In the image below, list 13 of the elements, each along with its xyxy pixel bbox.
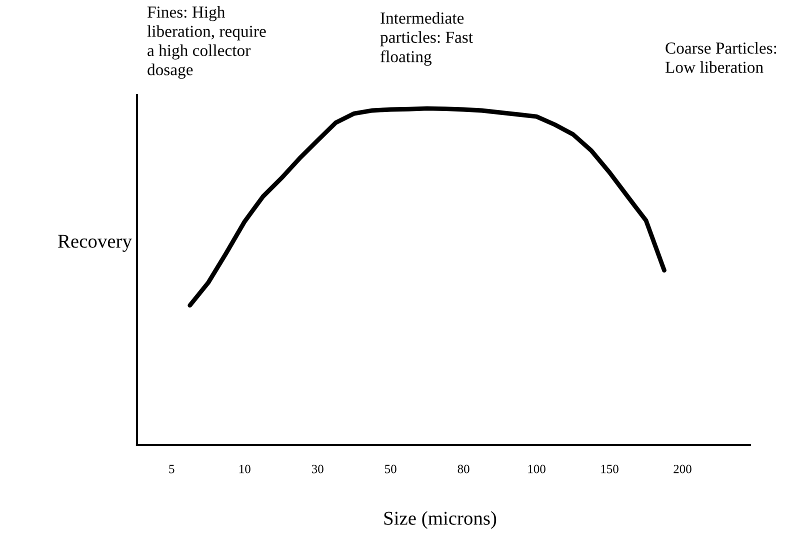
text: Fines: High liberation, require a high collector dosage: [147, 6, 266, 79]
x-tick-label: 50: [385, 464, 396, 474]
x-tick-label: 150: [601, 464, 618, 474]
x-axis-title: Size (microns): [384, 511, 496, 529]
x-tick-label: 200: [674, 464, 692, 474]
x-tick-label: 80: [458, 464, 470, 474]
x-tick-label: 100: [528, 464, 546, 474]
x-tick-label: 30: [312, 464, 324, 474]
x-tick-label: 10: [239, 464, 250, 474]
y-axis-title: Recovery: [58, 234, 132, 252]
x-tick-label: 5: [169, 464, 174, 474]
text: Intermediate particles: Fast floating: [380, 12, 473, 66]
text: Coarse Particles: Low liberation: [665, 42, 776, 73]
